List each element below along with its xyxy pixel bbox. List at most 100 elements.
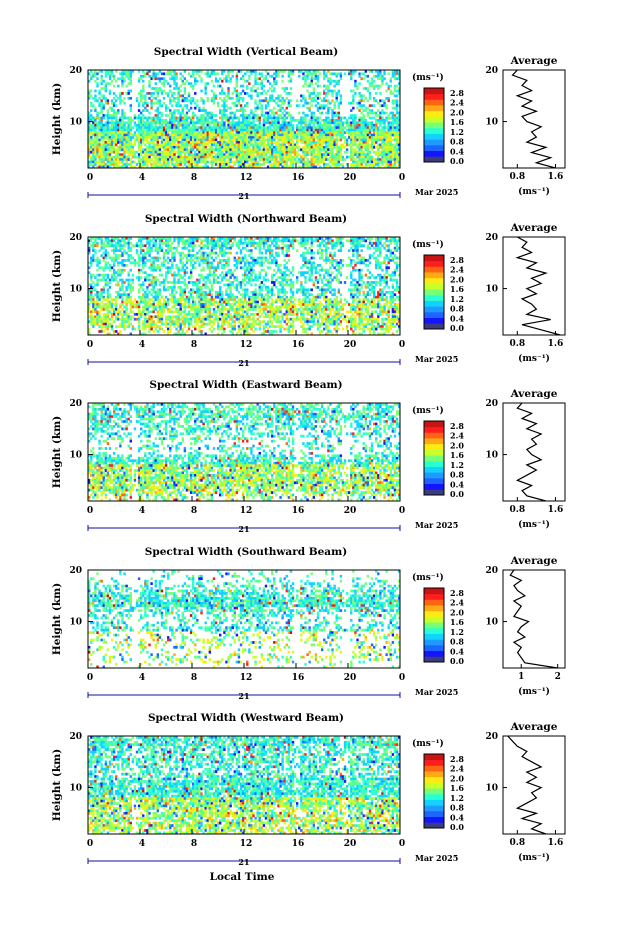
heatmap-cell	[266, 141, 270, 144]
heatmap-cell	[210, 256, 214, 260]
heatmap-cell	[287, 104, 291, 108]
heatmap-cell	[316, 92, 320, 95]
heatmap-cell	[144, 121, 147, 125]
heatmap-cell	[383, 145, 386, 149]
heatmap-cell	[273, 133, 276, 137]
heatmap-cell	[296, 104, 299, 108]
heatmap-cell	[102, 116, 105, 120]
heatmap-cell	[266, 237, 270, 240]
heatmap-cell	[339, 259, 343, 262]
heatmap-cell	[169, 249, 172, 252]
heatmap-cell	[318, 136, 322, 139]
heatmap-cell	[339, 121, 343, 125]
heatmap-cell	[320, 111, 324, 115]
heatmap-cell	[219, 148, 222, 152]
heatmap-cell	[358, 74, 361, 78]
heatmap-cell	[241, 155, 245, 159]
heatmap-cell	[123, 128, 126, 132]
heatmap-cell	[356, 101, 359, 105]
heatmap-cell	[204, 259, 207, 262]
heatmap-cell	[167, 106, 170, 110]
heatmap-cell	[229, 244, 232, 248]
heatmap-cell	[92, 165, 95, 169]
heatmap-cell	[129, 138, 132, 142]
heatmap-cell	[239, 70, 243, 73]
heatmap-cell	[108, 136, 112, 139]
heatmap-cell	[185, 96, 189, 100]
heatmap-cell	[183, 145, 187, 149]
heatmap-cell	[112, 77, 116, 81]
heatmap-cell	[308, 128, 311, 132]
heatmap-cell	[372, 136, 376, 139]
heatmap-cell	[262, 148, 266, 152]
heatmap-cell	[206, 133, 209, 137]
heatmap-cell	[354, 84, 357, 88]
heatmap-cell	[127, 70, 130, 73]
heatmap-cell	[90, 131, 93, 134]
heatmap-cell	[187, 123, 191, 127]
heatmap-cell	[104, 133, 108, 137]
heatmap-cell	[289, 121, 293, 125]
heatmap-cell	[281, 96, 284, 100]
heatmap-cell	[187, 150, 191, 154]
heatmap-cell	[393, 148, 397, 152]
heatmap-cell	[381, 141, 384, 144]
heatmap-cell	[219, 153, 222, 157]
heatmap-cell	[198, 153, 201, 157]
heatmap-cell	[200, 131, 203, 134]
heatmap-cell	[171, 254, 174, 257]
heatmap-cell	[210, 89, 214, 93]
heatmap-cell	[158, 237, 162, 240]
heatmap-cell	[183, 158, 187, 161]
heatmap-cell	[264, 119, 268, 122]
heatmap-cell	[358, 133, 361, 137]
heatmap-cell	[235, 155, 239, 159]
heatmap-cell	[121, 109, 124, 112]
heatmap-cell	[216, 126, 220, 130]
heatmap-cell	[127, 150, 130, 154]
heatmap-cell	[383, 165, 386, 169]
heatmap-cell	[214, 119, 218, 122]
heatmap-cell	[339, 163, 343, 166]
heatmap-cell	[248, 254, 251, 257]
heatmap-cell	[289, 153, 293, 157]
heatmap-cell	[227, 106, 230, 110]
heatmap-cell	[115, 119, 118, 122]
heatmap-cell	[273, 89, 276, 93]
heatmap-cell	[152, 241, 155, 245]
heatmap-cell	[177, 148, 180, 152]
heatmap-cell	[366, 246, 370, 250]
heatmap-cell	[258, 143, 261, 147]
heatmap-cell	[393, 84, 397, 88]
heatmap-cell	[352, 141, 355, 144]
heatmap-cell	[325, 148, 328, 152]
heatmap-cell	[144, 148, 147, 152]
heatmap-cell	[350, 133, 353, 137]
heatmap-cell	[285, 251, 288, 255]
heatmap-cell	[129, 106, 132, 110]
heatmap-cell	[173, 150, 176, 154]
heatmap-cell	[146, 126, 149, 130]
heatmap-cell	[235, 143, 239, 147]
heatmap-cell	[208, 254, 212, 257]
heatmap-cell	[189, 141, 193, 144]
heatmap-cell	[254, 109, 257, 112]
heatmap-cell	[354, 239, 357, 243]
heatmap-cell	[239, 239, 243, 243]
heatmap-cell	[148, 111, 151, 115]
heatmap-cell	[304, 246, 307, 250]
heatmap-cell	[221, 163, 224, 166]
heatmap-cell	[262, 121, 266, 125]
heatmap-cell	[144, 254, 147, 257]
heatmap-cell	[154, 109, 157, 112]
heatmap-cell	[160, 104, 164, 108]
heatmap-cell	[250, 143, 253, 147]
heatmap-cell	[325, 143, 328, 147]
heatmap-cell	[354, 141, 357, 144]
heatmap-cell	[223, 70, 226, 73]
heatmap-cell	[133, 123, 137, 127]
heatmap-cell	[183, 82, 187, 85]
average-profile-line	[511, 69, 556, 169]
heatmap-cell	[94, 128, 97, 132]
heatmap-cell	[123, 263, 126, 267]
